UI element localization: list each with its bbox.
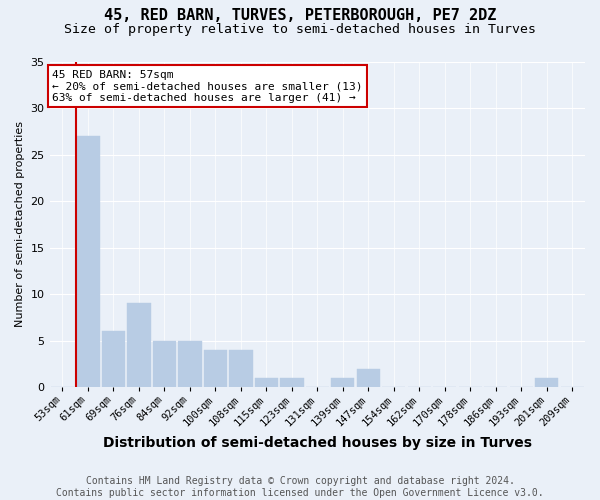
Bar bbox=[152, 340, 176, 387]
Text: 45, RED BARN, TURVES, PETERBOROUGH, PE7 2DZ: 45, RED BARN, TURVES, PETERBOROUGH, PE7 … bbox=[104, 8, 496, 22]
Bar bbox=[76, 136, 100, 387]
Bar bbox=[229, 350, 253, 387]
Y-axis label: Number of semi-detached properties: Number of semi-detached properties bbox=[15, 122, 25, 328]
Text: Size of property relative to semi-detached houses in Turves: Size of property relative to semi-detach… bbox=[64, 22, 536, 36]
Bar bbox=[280, 378, 304, 387]
Bar bbox=[356, 368, 380, 387]
Bar bbox=[127, 304, 151, 387]
Text: Contains HM Land Registry data © Crown copyright and database right 2024.
Contai: Contains HM Land Registry data © Crown c… bbox=[56, 476, 544, 498]
Text: 45 RED BARN: 57sqm
← 20% of semi-detached houses are smaller (13)
63% of semi-de: 45 RED BARN: 57sqm ← 20% of semi-detache… bbox=[52, 70, 363, 103]
Bar bbox=[101, 332, 125, 387]
Bar bbox=[535, 378, 559, 387]
Bar bbox=[254, 378, 278, 387]
Bar bbox=[178, 340, 202, 387]
Bar bbox=[203, 350, 227, 387]
X-axis label: Distribution of semi-detached houses by size in Turves: Distribution of semi-detached houses by … bbox=[103, 436, 532, 450]
Bar bbox=[331, 378, 355, 387]
